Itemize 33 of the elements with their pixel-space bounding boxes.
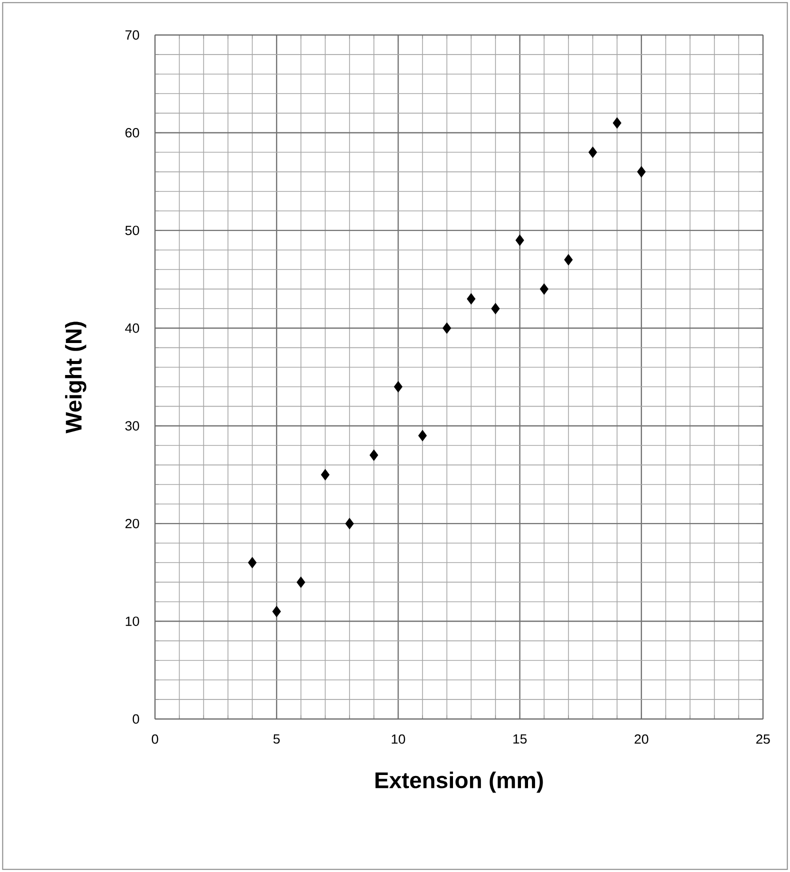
- point: [320, 469, 330, 480]
- point: [345, 518, 354, 530]
- point: [418, 430, 427, 442]
- y-tick-label: 40: [125, 323, 140, 333]
- x-tick-label: 25: [756, 734, 770, 744]
- x-tick-label: 5: [273, 734, 280, 744]
- y-tick-label: 0: [132, 714, 140, 724]
- point: [296, 576, 306, 588]
- point: [466, 293, 476, 304]
- point: [272, 606, 281, 618]
- point: [612, 117, 622, 129]
- x-tick-label: 15: [513, 734, 527, 744]
- point: [370, 450, 378, 461]
- y-tick-label: 30: [125, 421, 140, 431]
- x-tick-label: 0: [152, 734, 158, 744]
- point: [491, 302, 500, 314]
- y-tick-label: 50: [125, 226, 140, 236]
- y-axis-title: Weight (N): [65, 322, 86, 434]
- y-tick-label: 70: [125, 30, 140, 40]
- point: [540, 283, 548, 295]
- point: [248, 557, 257, 568]
- point: [442, 322, 452, 334]
- y-tick-label: 10: [126, 616, 140, 626]
- x-tick-label: 10: [392, 734, 406, 744]
- y-tick-label: 20: [125, 518, 140, 528]
- point: [588, 146, 598, 158]
- y-tick-label: 60: [125, 128, 140, 138]
- point: [516, 234, 524, 246]
- point: [637, 166, 646, 178]
- point: [564, 254, 573, 266]
- x-axis-title: Extension (mm): [376, 772, 543, 793]
- x-tick-label: 20: [634, 734, 648, 744]
- point: [394, 381, 402, 392]
